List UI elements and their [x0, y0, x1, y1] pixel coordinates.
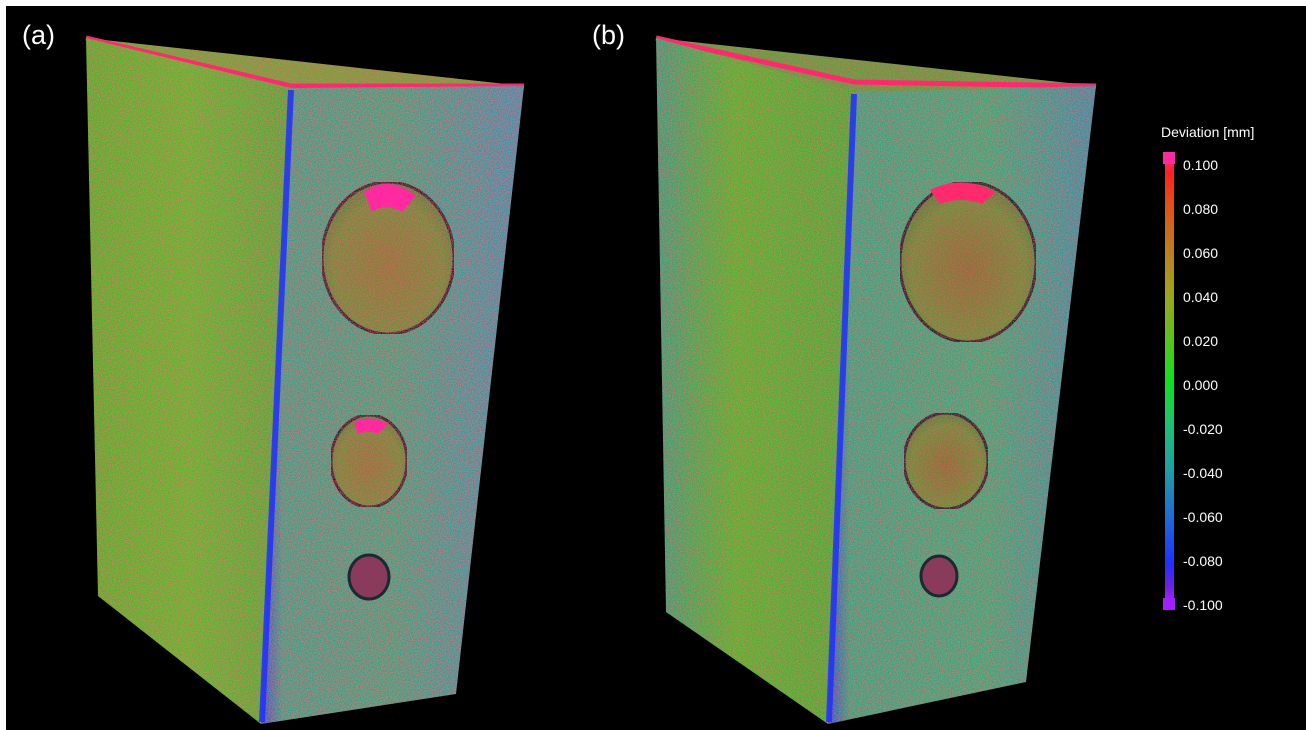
- legend-tick: 0.060: [1183, 245, 1219, 261]
- deviation-figure: (a) (b): [6, 6, 1306, 730]
- colorbar-min-cap: [1163, 598, 1175, 610]
- legend-tick: -0.080: [1183, 553, 1223, 569]
- legend-tick: 0.020: [1183, 333, 1219, 349]
- legend-tick: 0.000: [1183, 377, 1219, 393]
- legend-tick: -0.060: [1183, 509, 1223, 525]
- legend-tick: -0.040: [1183, 465, 1223, 481]
- legend-tick: 0.040: [1183, 289, 1219, 305]
- legend-tick: 0.100: [1183, 157, 1219, 173]
- legend-tick: -0.020: [1183, 421, 1223, 437]
- legend-tick: -0.100: [1183, 597, 1223, 613]
- scan-block-b: [655, 35, 1097, 724]
- colorbar-max-cap: [1163, 152, 1175, 164]
- legend-tick: 0.080: [1183, 201, 1219, 217]
- scan-block-a: [85, 35, 524, 724]
- deviation-colorbar-legend: Deviation [mm] 0.100 0.080 0.060 0.040 0…: [1161, 124, 1306, 624]
- legend-title: Deviation [mm]: [1161, 124, 1255, 140]
- colorbar-gradient: [1165, 160, 1174, 600]
- panel-label-a: (a): [22, 20, 55, 50]
- panel-label-b: (b): [592, 20, 625, 50]
